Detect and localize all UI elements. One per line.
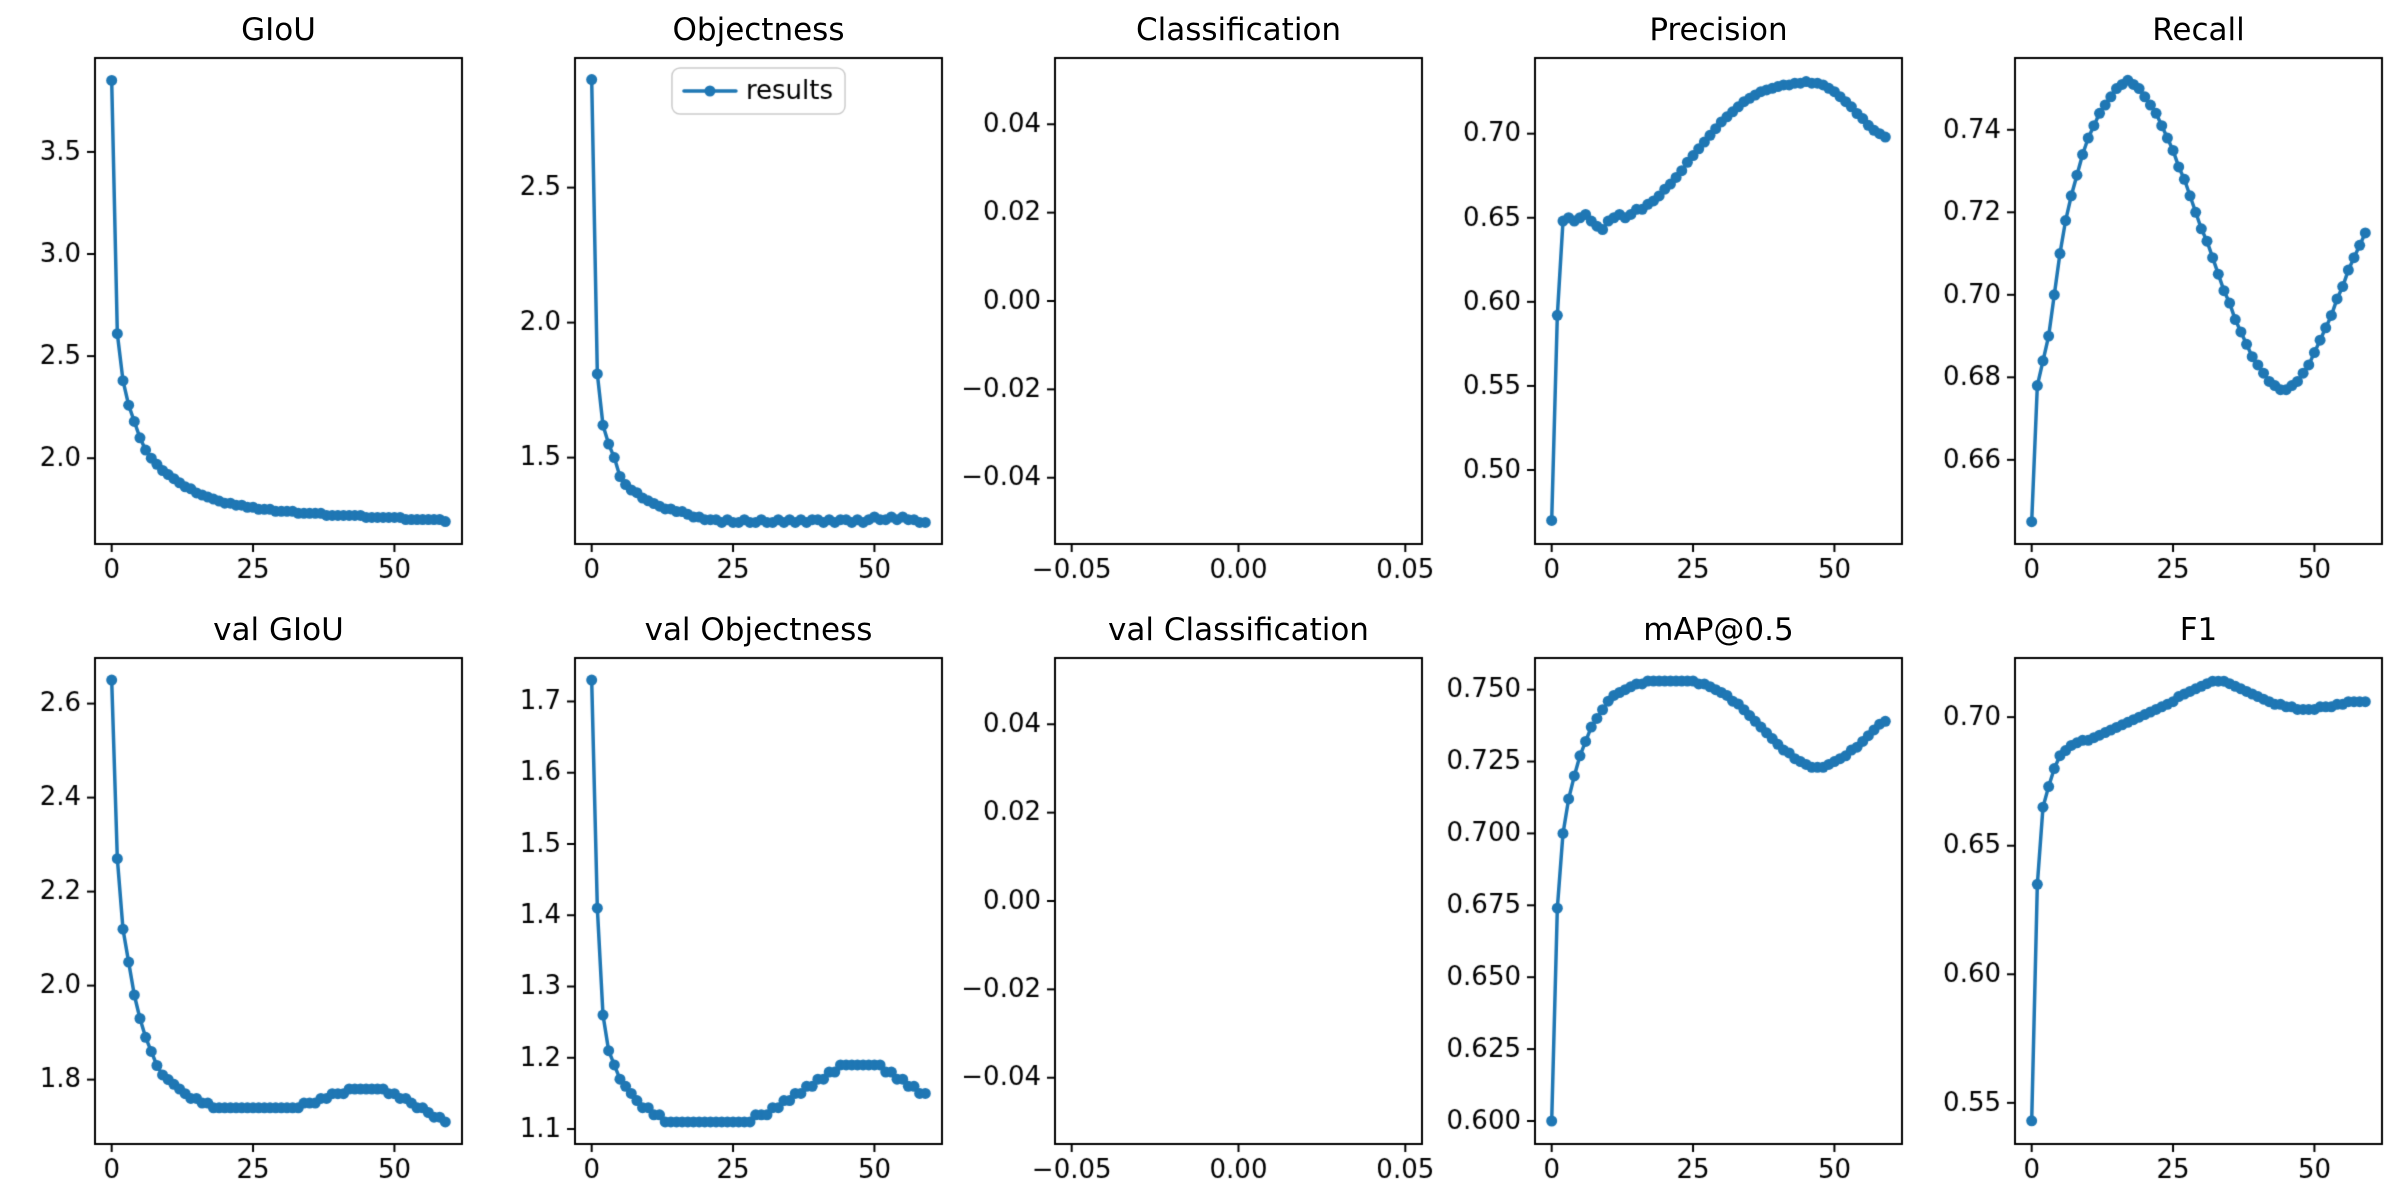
subplot-val-objectness: val Objectness [480, 600, 960, 1200]
precision-plot-canvas [1440, 0, 1920, 600]
subplot-val-giou: val GIoU [0, 600, 480, 1200]
subplot-f1: F1 [1920, 600, 2400, 1200]
classification-plot-canvas [960, 0, 1440, 600]
subplot-objectness: Objectness [480, 0, 960, 600]
subplot-classification: Classification [960, 0, 1440, 600]
giou-plot-canvas [0, 0, 480, 600]
map05-plot-canvas [1440, 600, 1920, 1200]
subplot-map05: mAP@0.5 [1440, 600, 1920, 1200]
subplot-val-classification: val Classification [960, 600, 1440, 1200]
subplot-recall: Recall [1920, 0, 2400, 600]
objectness-plot-canvas [480, 0, 960, 600]
val-classification-plot-canvas [960, 600, 1440, 1200]
recall-plot-canvas [1920, 0, 2400, 600]
val-giou-plot-canvas [0, 600, 480, 1200]
subplot-giou: GIoU [0, 0, 480, 600]
val-objectness-plot-canvas [480, 600, 960, 1200]
f1-plot-canvas [1920, 600, 2400, 1200]
subplot-precision: Precision [1440, 0, 1920, 600]
